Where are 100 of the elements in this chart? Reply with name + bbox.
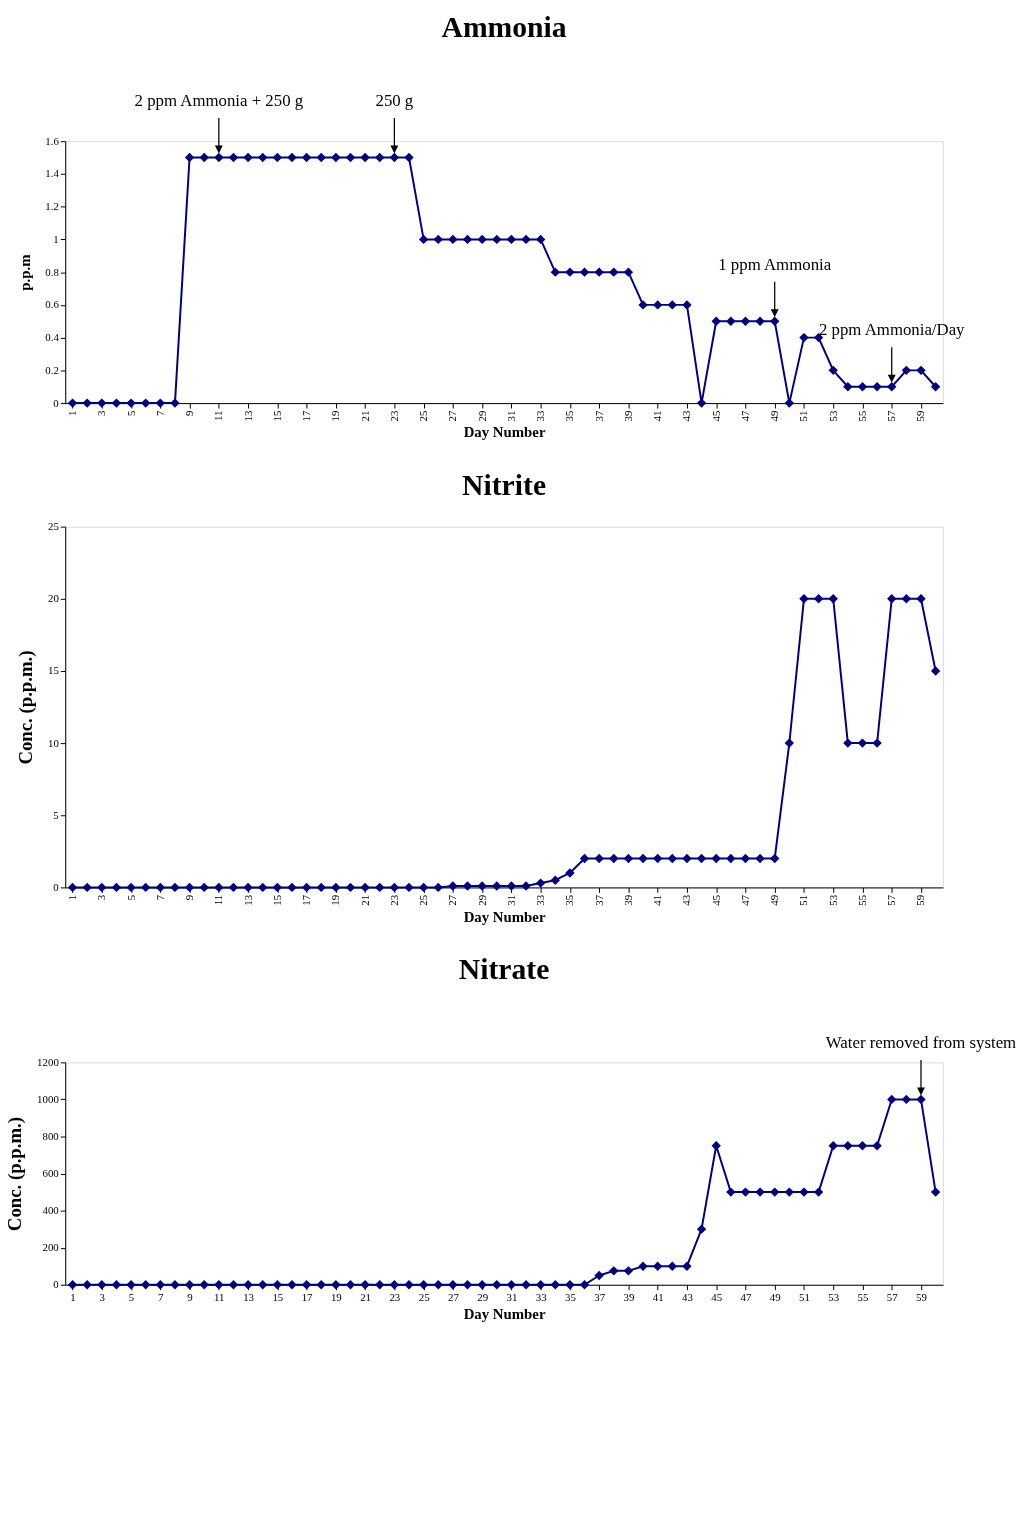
x-tick-label: 33 (534, 894, 547, 906)
point (521, 881, 531, 891)
point (331, 882, 341, 893)
y-axis-title: Conc. (p.p.m.) (15, 650, 38, 765)
x-tick-label: 31 (504, 410, 517, 422)
x-tick-label: 51 (797, 410, 810, 422)
point (448, 881, 458, 891)
x-tick-label: 15 (270, 410, 283, 422)
point (609, 267, 619, 277)
point (682, 1261, 692, 1271)
x-tick-label: 27 (446, 894, 459, 906)
point (770, 316, 780, 326)
x-tick-label: 5 (128, 1291, 135, 1304)
point (901, 594, 912, 604)
x-tick-label: 47 (738, 409, 751, 422)
point (872, 382, 882, 392)
point (711, 853, 721, 864)
y-tick-label: 400 (42, 1204, 60, 1217)
chart-title: Nitrite (462, 469, 547, 502)
y-axis-title: Conc. (p.p.m.) (4, 1116, 27, 1232)
point (316, 1280, 326, 1290)
y-tick-label: 0.4 (45, 331, 60, 344)
x-tick-label: 29 (477, 1291, 489, 1304)
x-tick-label: 27 (446, 409, 459, 422)
x-tick-label: 53 (828, 1291, 840, 1304)
point (331, 152, 341, 163)
point (492, 234, 502, 245)
point (579, 853, 590, 864)
x-tick-label: 43 (682, 1291, 693, 1304)
y-tick-label: 0 (53, 1278, 60, 1291)
point (418, 882, 429, 893)
y-tick-label: 1000 (37, 1092, 60, 1105)
x-axis-title: Day Number (463, 1305, 546, 1322)
point (579, 267, 590, 277)
point (755, 853, 765, 864)
x-tick-label: 19 (330, 1291, 342, 1304)
x-tick-label: 47 (738, 894, 751, 906)
point (535, 878, 546, 888)
point (214, 1280, 224, 1290)
point (799, 1187, 809, 1197)
x-tick-label: 45 (709, 410, 722, 422)
point (682, 300, 692, 310)
point (492, 1280, 502, 1290)
point (799, 594, 809, 604)
point (843, 1141, 853, 1151)
point (389, 1280, 400, 1290)
point (506, 1280, 517, 1290)
point (199, 152, 209, 163)
x-tick-label: 53 (826, 410, 839, 422)
x-tick-label: 41 (652, 1291, 664, 1304)
point (609, 853, 619, 864)
point (126, 1280, 136, 1290)
x-tick-label: 39 (621, 410, 634, 422)
x-tick-label: 51 (799, 1291, 810, 1304)
point (872, 738, 882, 748)
point (726, 853, 736, 864)
point (462, 1280, 473, 1290)
x-tick-label: 15 (272, 1291, 284, 1304)
x-tick-label: 29 (475, 894, 488, 906)
point (682, 853, 692, 864)
point (857, 382, 868, 392)
point (652, 853, 663, 864)
point (287, 152, 297, 163)
point (272, 1280, 283, 1290)
point (126, 882, 136, 893)
point (404, 152, 414, 163)
point (360, 882, 370, 893)
point (287, 1280, 297, 1290)
point (67, 1280, 78, 1290)
point (228, 152, 239, 163)
x-tick-label: 3 (99, 1291, 106, 1304)
point (623, 853, 634, 864)
point (696, 853, 707, 864)
point (301, 1280, 312, 1290)
point (228, 882, 239, 893)
point (652, 1261, 663, 1271)
x-tick-label: 25 (417, 410, 430, 422)
y-tick-label: 1.4 (45, 167, 60, 180)
x-tick-label: 17 (301, 1291, 314, 1304)
point (843, 382, 853, 392)
point (477, 234, 487, 245)
x-tick-label: 47 (740, 1291, 752, 1304)
point (316, 152, 326, 163)
x-tick-label: 23 (387, 410, 400, 422)
point (535, 234, 546, 245)
x-tick-label: 55 (855, 410, 868, 422)
x-tick-label: 9 (187, 1291, 193, 1304)
point (916, 1094, 926, 1105)
point (930, 382, 941, 392)
point (404, 882, 414, 893)
point (667, 300, 677, 310)
x-tick-label: 45 (709, 894, 722, 906)
x-tick-label: 59 (914, 894, 927, 906)
y-tick-label: 0.2 (45, 363, 59, 376)
x-tick-label: 13 (241, 894, 254, 906)
point (214, 152, 224, 163)
x-axis-title: Day Number (463, 424, 546, 441)
point (711, 316, 721, 326)
x-tick-label: 21 (358, 894, 371, 906)
point (550, 1280, 560, 1290)
